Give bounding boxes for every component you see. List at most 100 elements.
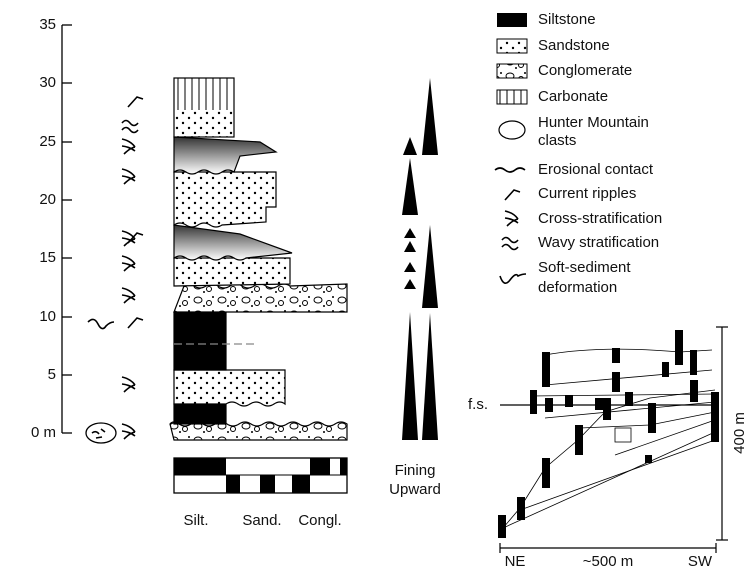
tick-label: 35 [39,16,56,33]
tick-label: 15 [39,249,56,266]
shape [648,403,656,433]
shape [645,455,652,463]
shape [404,241,416,252]
shape [612,372,620,392]
tick-label: 25 [39,133,56,150]
shape [88,319,114,328]
shape [174,312,226,370]
shape [625,392,633,406]
shape [310,458,330,475]
tick-label: 30 [39,74,56,91]
legend-label: Carbonate [538,88,608,105]
shape [260,475,275,493]
shape [498,330,719,538]
legend: Siltstone Sandstone Conglomerate Carbona… [495,11,662,296]
grain-label: Sand. [242,512,281,529]
legend-label: Wavy stratification [538,234,659,251]
shape [404,228,416,238]
fs-label: f.s. [468,396,488,413]
shape [422,313,438,440]
symbol [122,169,135,184]
shape [402,312,418,440]
shape [545,370,712,385]
shape [565,395,573,407]
shape [530,394,715,396]
shape [174,137,276,174]
shape [503,432,715,528]
shape [497,64,527,78]
symbol [122,139,135,154]
shape [497,13,527,27]
tick-label: 5 [48,366,56,383]
shape [497,39,527,53]
legend-label: Siltstone [538,11,596,28]
symbol [122,288,135,303]
shape [603,398,611,420]
shape [495,168,525,172]
legend-label: Conglomerate [538,62,632,79]
shape [422,78,438,155]
shape [174,225,292,260]
legend-label: Erosional contact [538,161,654,178]
tick-label: 0 m [31,424,56,441]
legend-label: Sandstone [538,37,610,54]
symbol [502,238,518,250]
shape [662,362,669,377]
shape [542,458,550,488]
symbol [122,256,135,271]
shape [174,458,226,475]
cross-section [498,327,728,553]
strat-column [170,78,347,440]
ne-label: NE [505,553,526,570]
legend-label: deformation [538,279,617,296]
shape [174,404,226,424]
height-label: 400 m [731,412,748,454]
shape [545,398,553,412]
grain-label: Silt. [183,512,208,529]
symbol [128,97,143,107]
legend-label: clasts [538,132,576,149]
shape [545,349,712,355]
shape [580,412,715,428]
shape [595,398,603,410]
shape [690,350,697,375]
shape [615,420,715,455]
shape [292,475,310,493]
tick-label: 10 [39,308,56,325]
shape [542,352,550,387]
shape [174,258,290,286]
shape [422,225,438,308]
symbol [505,211,518,226]
legend-label: Soft-sediment [538,259,631,276]
fining-triangles [402,78,438,440]
shape [404,262,416,272]
shape [690,380,698,402]
shape [403,137,417,155]
figure: 0 m 5 10 15 20 25 30 35 Fining Upward Si… [0,0,748,570]
legend-label: Hunter Mountain [538,114,649,131]
symbol [122,424,135,439]
tick-label: 20 [39,191,56,208]
symbol [122,377,135,392]
shape [86,423,116,443]
shape [500,274,526,283]
shape [404,279,416,289]
shape [530,390,537,414]
fining-label: Fining [395,462,436,479]
y-axis: 0 m 5 10 15 20 25 30 35 [31,16,72,441]
shape [226,475,240,493]
shape [612,348,620,363]
shape [497,90,527,104]
structure-symbols [86,97,143,443]
shape [170,422,347,440]
grain-label: Congl. [298,512,341,529]
shape [175,110,233,136]
shape [575,425,583,455]
shape [174,370,285,406]
shape [174,172,276,227]
fining-label: Upward [389,481,441,498]
width-label: ~500 m [583,553,633,570]
shape [174,284,347,312]
shape [711,392,719,442]
shape [517,497,525,520]
